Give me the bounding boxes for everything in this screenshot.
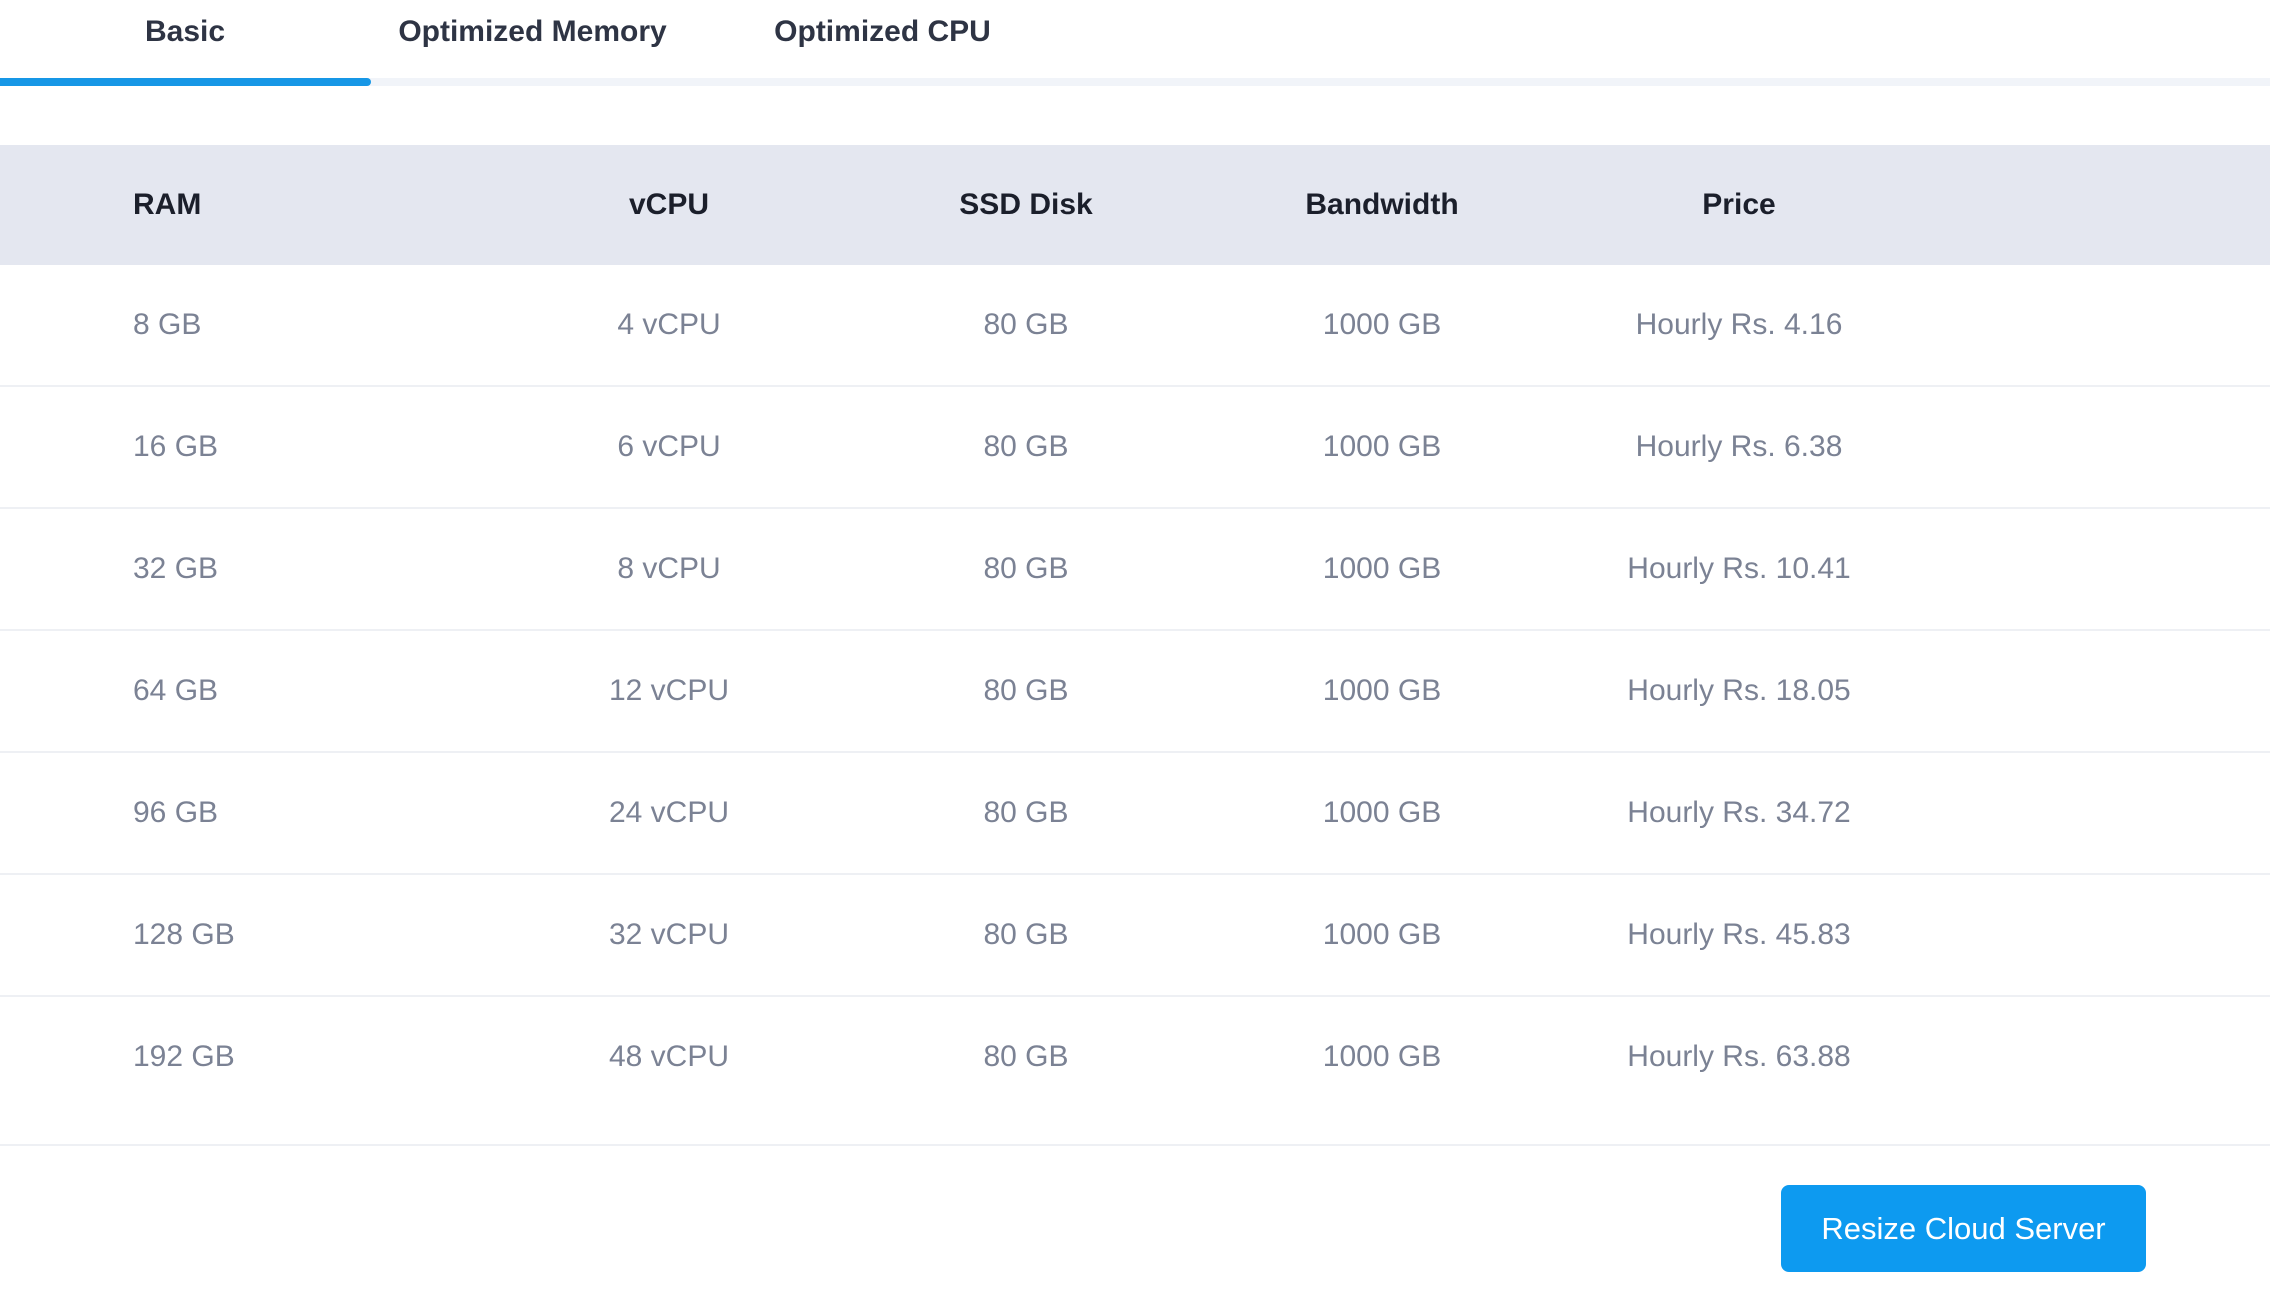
header-bandwidth: Bandwidth xyxy=(1305,188,1459,221)
plans-table: RAM vCPU SSD Disk Bandwidth Price 8 GB 4… xyxy=(0,145,2270,1119)
cell-ssd: 80 GB xyxy=(983,308,1069,341)
table-row[interactable]: 96 GB 24 vCPU 80 GB 1000 GB Hourly Rs. 3… xyxy=(0,753,2270,875)
active-tab-indicator xyxy=(0,78,371,86)
cell-price: Hourly Rs. 6.38 xyxy=(1635,430,1843,463)
table-row[interactable]: 32 GB 8 vCPU 80 GB 1000 GB Hourly Rs. 10… xyxy=(0,509,2270,631)
table-row[interactable]: 128 GB 32 vCPU 80 GB 1000 GB Hourly Rs. … xyxy=(0,875,2270,997)
table-row[interactable]: 8 GB 4 vCPU 80 GB 1000 GB Hourly Rs. 4.1… xyxy=(0,265,2270,387)
cell-ram: 96 GB xyxy=(133,796,219,829)
cell-bandwidth: 1000 GB xyxy=(1322,552,1442,585)
tab-basic[interactable]: Basic xyxy=(144,15,226,48)
cell-ssd: 80 GB xyxy=(983,430,1069,463)
cell-vcpu: 24 vCPU xyxy=(608,796,730,829)
cell-ssd: 80 GB xyxy=(983,796,1069,829)
cell-bandwidth: 1000 GB xyxy=(1322,796,1442,829)
cell-ssd: 80 GB xyxy=(983,1040,1069,1073)
cell-price: Hourly Rs. 45.83 xyxy=(1627,918,1851,951)
cell-vcpu: 6 vCPU xyxy=(617,430,721,463)
tab-optimized-cpu[interactable]: Optimized CPU xyxy=(774,15,991,48)
cell-vcpu: 4 vCPU xyxy=(617,308,721,341)
header-ram: RAM xyxy=(133,188,202,221)
header-vcpu: vCPU xyxy=(628,188,710,221)
cell-ram: 8 GB xyxy=(133,308,202,341)
header-ssd-disk: SSD Disk xyxy=(959,188,1093,221)
table-header: RAM vCPU SSD Disk Bandwidth Price xyxy=(0,145,2270,265)
cell-ram: 16 GB xyxy=(133,430,219,463)
cell-price: Hourly Rs. 10.41 xyxy=(1627,552,1851,585)
cell-vcpu: 8 vCPU xyxy=(617,552,721,585)
cell-ram: 192 GB xyxy=(133,1040,235,1073)
table-row[interactable]: 192 GB 48 vCPU 80 GB 1000 GB Hourly Rs. … xyxy=(0,997,2270,1119)
cell-bandwidth: 1000 GB xyxy=(1322,918,1442,951)
cell-ram: 128 GB xyxy=(133,918,235,951)
cell-ram: 64 GB xyxy=(133,674,219,707)
plan-tabs: Basic Optimized Memory Optimized CPU xyxy=(0,0,2270,86)
table-row[interactable]: 16 GB 6 vCPU 80 GB 1000 GB Hourly Rs. 6.… xyxy=(0,387,2270,509)
footer-divider xyxy=(0,1144,2270,1146)
cell-ssd: 80 GB xyxy=(983,552,1069,585)
cell-bandwidth: 1000 GB xyxy=(1322,430,1442,463)
cell-bandwidth: 1000 GB xyxy=(1322,308,1442,341)
cell-ssd: 80 GB xyxy=(983,674,1069,707)
cell-vcpu: 32 vCPU xyxy=(608,918,730,951)
header-price: Price xyxy=(1702,188,1776,221)
cell-bandwidth: 1000 GB xyxy=(1322,1040,1442,1073)
cell-price: Hourly Rs. 4.16 xyxy=(1635,308,1843,341)
cell-price: Hourly Rs. 34.72 xyxy=(1627,796,1851,829)
tab-optimized-memory[interactable]: Optimized Memory xyxy=(398,15,667,48)
resize-cloud-server-button[interactable]: Resize Cloud Server xyxy=(1781,1185,2146,1272)
cell-vcpu: 12 vCPU xyxy=(608,674,730,707)
cell-ssd: 80 GB xyxy=(983,918,1069,951)
cell-ram: 32 GB xyxy=(133,552,219,585)
cell-price: Hourly Rs. 18.05 xyxy=(1627,674,1851,707)
cell-price: Hourly Rs. 63.88 xyxy=(1627,1040,1851,1073)
table-row[interactable]: 64 GB 12 vCPU 80 GB 1000 GB Hourly Rs. 1… xyxy=(0,631,2270,753)
cell-vcpu: 48 vCPU xyxy=(608,1040,730,1073)
cell-bandwidth: 1000 GB xyxy=(1322,674,1442,707)
